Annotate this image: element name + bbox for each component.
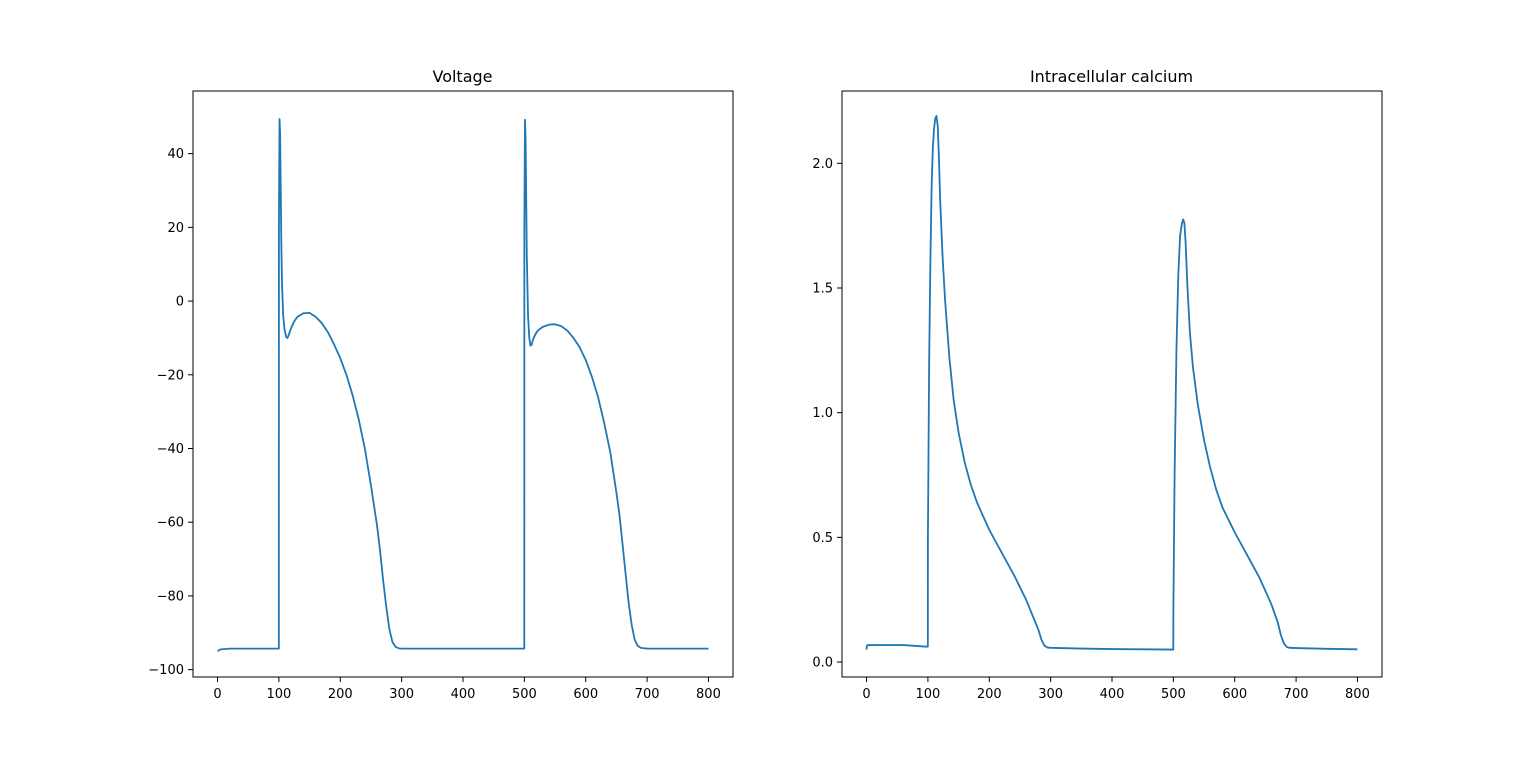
calcium-x-tick-label: 800 [1345, 687, 1370, 702]
calcium-y-tick-label: 1.5 [812, 281, 833, 296]
voltage-subplot: Voltage 0 100 200 300 400 500 600 700 800−100−80… [148, 67, 734, 702]
calcium-x-tick-label: 0 [862, 687, 870, 702]
voltage-plot-frame [192, 90, 734, 678]
voltage-y-tick-label: 40 [167, 147, 184, 162]
calcium-y-tick-label: 2.0 [812, 157, 833, 172]
voltage-x-tick-label: 300 [389, 687, 414, 702]
calcium-series-line [865, 115, 1358, 651]
voltage-x-tick-label: 100 [266, 687, 291, 702]
voltage-y-tick-label: −20 [157, 368, 184, 383]
voltage-plot-title: Voltage [432, 67, 492, 86]
calcium-subplot: Intracellular calcium 0 100 200 300 400 500 60… [812, 67, 1383, 702]
voltage-y-tick-label: −60 [157, 516, 184, 531]
voltage-x-tick-label: 500 [512, 687, 537, 702]
calcium-x-tick-label: 300 [1038, 687, 1063, 702]
calcium-x-tick-label: 200 [977, 687, 1002, 702]
voltage-y-tick-label: −100 [148, 663, 184, 678]
calcium-y-tick-label: 1.0 [812, 406, 833, 421]
calcium-y-tick-label: 0.5 [812, 531, 833, 546]
voltage-x-tick-label: 400 [451, 687, 476, 702]
calcium-x-tick-label: 400 [1100, 687, 1125, 702]
voltage-series-line [217, 118, 709, 652]
voltage-x-tick-label: 0 [213, 687, 221, 702]
calcium-x-tick-label: 700 [1284, 687, 1309, 702]
voltage-y-tick-label: 20 [167, 221, 184, 236]
voltage-x-tick-label: 600 [573, 687, 598, 702]
calcium-plot-frame [841, 90, 1383, 678]
calcium-x-tick-label: 100 [915, 687, 940, 702]
voltage-y-tick-label: 0 [176, 295, 184, 310]
calcium-x-tick-label: 500 [1161, 687, 1186, 702]
voltage-x-tick-label: 700 [635, 687, 660, 702]
voltage-ticks: 0 100 200 300 400 500 600 700 800−100−80−60−40−2… [148, 147, 721, 702]
voltage-x-tick-label: 200 [328, 687, 353, 702]
calcium-plot-title: Intracellular calcium [1030, 67, 1193, 86]
calcium-ticks: 0 100 200 300 400 500 600 700 800 0.0 0.5 1.0 1.5 2.0 [812, 157, 1370, 702]
calcium-x-tick-label: 600 [1222, 687, 1247, 702]
voltage-y-tick-label: −40 [157, 442, 184, 457]
voltage-y-tick-label: −80 [157, 589, 184, 604]
calcium-y-tick-label: 0.0 [812, 656, 833, 671]
voltage-x-tick-label: 800 [696, 687, 721, 702]
